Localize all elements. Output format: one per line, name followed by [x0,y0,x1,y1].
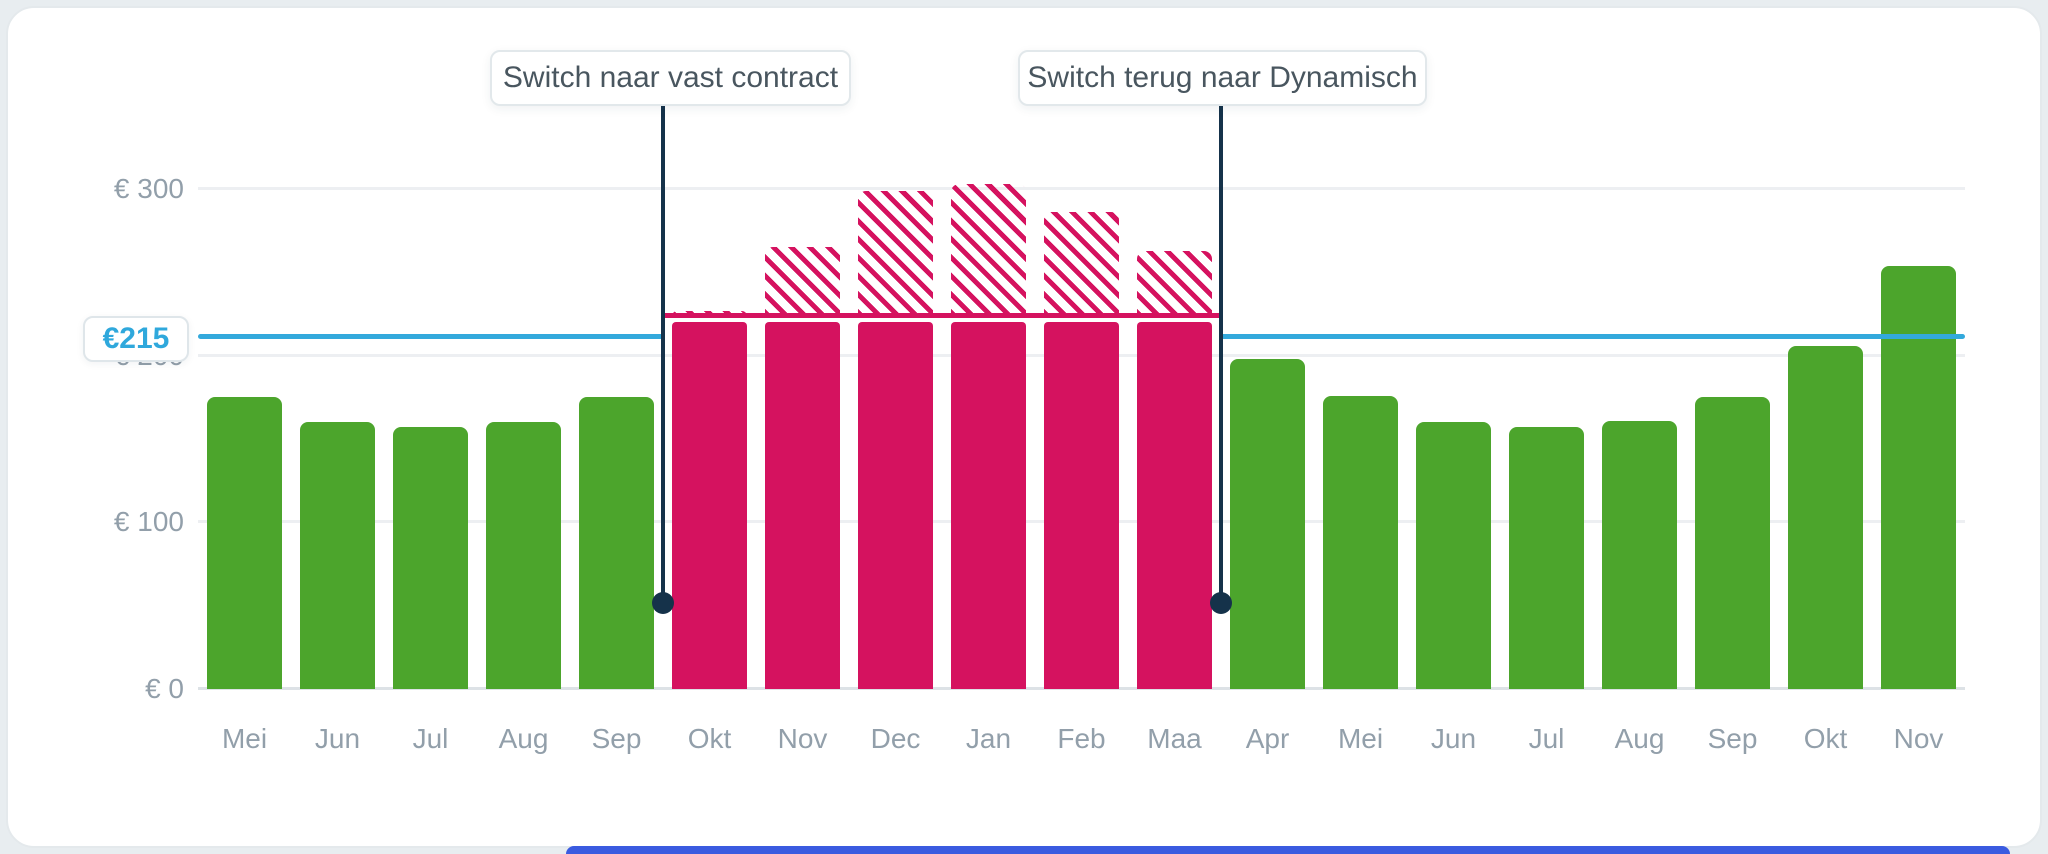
x-axis-month-label-feb-9: Feb [1057,723,1106,754]
bar-dynamisch-mei-12 [1323,395,1398,689]
gridline-300 [198,187,1965,190]
annotation-switch-to-fixed: Switch naar vast contract [490,50,851,106]
bar-dynamisch-jul-14 [1509,427,1584,689]
reference-line-215-right-segment [1221,334,1965,339]
column-jul-14: Jul [1500,189,1593,754]
vast-contract-level-line [663,313,1221,318]
x-axis-month-label-okt-17: Okt [1803,723,1848,754]
bar-dynamisch-sep-16 [1695,397,1770,689]
y-axis-tick-label-300: € 300 [113,173,184,204]
column-nov-6: Nov [756,189,849,754]
x-axis-month-label-dec-7: Dec [870,723,921,754]
bar-dynamisch-equivalent-dec-7 [858,190,933,316]
x-axis-month-label-nov-6: Nov [777,723,828,754]
column-jun-13: Jun [1407,189,1500,754]
x-axis-month-label-sep-4: Sep [591,723,642,754]
column-jan-8: Jan [942,184,1035,754]
x-axis-month-label-mei-0: Mei [221,723,268,754]
price-badge-215: €215 [83,316,189,362]
bar-dynamisch-nov-18 [1881,265,1956,689]
reference-line-215-left-segment [198,334,663,339]
x-axis-month-label-okt-5: Okt [687,723,732,754]
bar-dynamisch-equivalent-feb-9 [1044,212,1119,316]
x-axis-month-label-maa-10: Maa [1147,723,1202,754]
switch-marker-dot-2 [1210,592,1232,614]
column-jun-1: Jun [291,189,384,754]
bar-dynamisch-jun-1 [300,422,375,689]
partially-visible-bottom-element[interactable] [566,846,2010,854]
bar-dynamisch-okt-17 [1788,345,1863,689]
switch-marker-line-1 [661,102,665,605]
x-axis-month-label-nov-18: Nov [1893,723,1944,754]
bar-dynamisch-sep-4 [579,397,654,689]
column-okt-5: Okt [663,189,756,754]
x-axis-month-label-jun-13: Jun [1430,723,1477,754]
bar-dynamisch-aug-15 [1602,420,1677,689]
x-axis-month-label-sep-16: Sep [1707,723,1758,754]
x-axis-month-label-jul-2: Jul [412,723,449,754]
x-axis-month-label-jan-8: Jan [965,723,1012,754]
column-sep-4: Sep [570,189,663,754]
bar-dynamisch-jun-13 [1416,422,1491,689]
bar-dynamisch-equivalent-nov-6 [765,247,840,316]
switch-marker-line-2 [1219,102,1223,605]
column-apr-11: Apr [1221,189,1314,754]
column-aug-3: Aug [477,189,570,754]
switch-marker-dot-1 [652,592,674,614]
bar-dynamisch-jul-2 [393,427,468,689]
x-axis-month-label-mei-12: Mei [1337,723,1384,754]
y-axis-tick-label-0: € 0 [145,673,184,704]
x-axis-month-label-aug-15: Aug [1614,723,1665,754]
column-dec-7: Dec [849,189,942,754]
column-feb-9: Feb [1035,189,1128,754]
annotation-switch-back-to-dynamic-label: Switch terug naar Dynamisch [1027,61,1418,94]
bar-vast-contract-okt-5 [672,322,747,689]
bar-dynamisch-equivalent-jan-8 [951,184,1026,316]
bar-dynamisch-aug-3 [486,422,561,689]
column-aug-15: Aug [1593,189,1686,754]
column-maa-10: Maa [1128,189,1221,754]
x-axis-month-label-jul-14: Jul [1528,723,1565,754]
annotation-switch-back-to-dynamic: Switch terug naar Dynamisch [1018,50,1427,106]
y-axis-tick-label-100: € 100 [113,506,184,538]
column-sep-16: Sep [1686,189,1779,754]
bar-vast-contract-feb-9 [1044,322,1119,689]
bar-dynamisch-mei-0 [207,397,282,689]
annotation-switch-to-fixed-label: Switch naar vast contract [502,61,839,94]
bar-vast-contract-nov-6 [765,322,840,689]
x-axis-month-label-apr-11: Apr [1245,723,1290,754]
column-okt-17: Okt [1779,189,1872,754]
column-mei-0: Mei [198,189,291,754]
bar-dynamisch-apr-11 [1230,359,1305,689]
price-badge-215-label: €215 [102,322,170,355]
x-axis-month-label-aug-3: Aug [498,723,549,754]
column-jul-2: Jul [384,189,477,754]
column-nov-18: Nov [1872,189,1965,754]
x-axis-month-label-jun-1: Jun [314,723,361,754]
column-mei-12: Mei [1314,189,1407,754]
bar-vast-contract-jan-8 [951,322,1026,689]
bar-vast-contract-dec-7 [858,322,933,689]
bar-chart: € 300€ 200€ 100€ 0MeiJunJulAugSepOktNovD… [114,173,1965,754]
bar-dynamisch-equivalent-maa-10 [1137,250,1212,316]
bar-vast-contract-maa-10 [1137,322,1212,689]
